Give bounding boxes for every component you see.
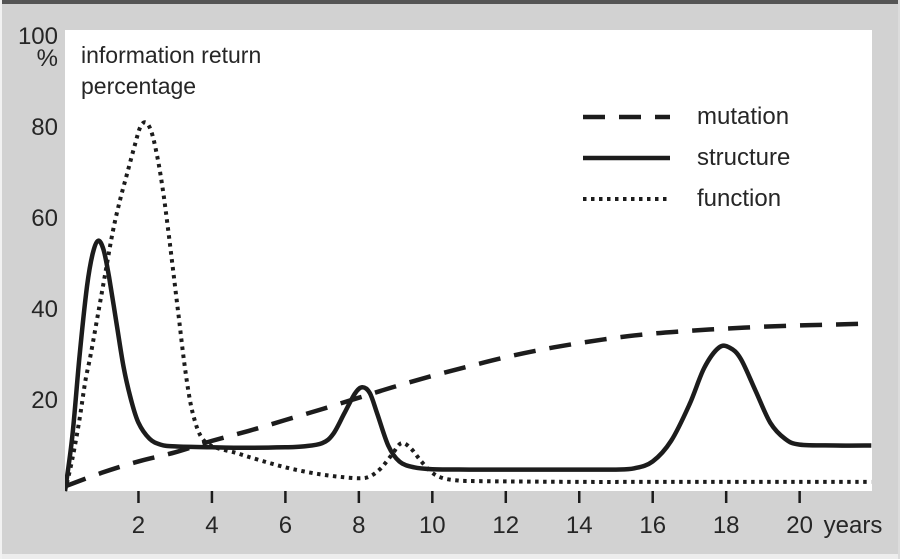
legend-label-function: function [697,185,782,212]
x-axis-tick-label: 16 [639,512,667,539]
x-axis-tick-label: 6 [278,512,293,539]
y-axis-unit-label: % [36,45,58,72]
y-axis-tick-label: 40 [31,296,58,323]
curve-mutation [65,321,872,489]
x-axis-tick-label: 20 [786,512,813,539]
x-axis-tick-label: 2 [131,512,146,539]
plot-area [65,30,872,491]
x-axis-tick-label: 14 [565,512,593,539]
x-axis-tick-label: 4 [205,512,219,539]
bottom-border [0,554,900,559]
y-axis-tick-label: 60 [31,205,58,232]
curve-function [65,120,872,492]
y-axis-tick-label: 80 [31,114,58,141]
x-axis-tick-label: 10 [418,512,446,539]
curve-structure [65,238,872,492]
x-axis-unit-label: years [823,512,883,539]
left-border [0,0,2,559]
x-axis-tick-label: 12 [492,512,520,539]
y-axis-tick-label: 20 [31,387,58,414]
right-border [898,0,900,559]
chart-title: information return percentage [81,42,262,99]
legend-label-structure: structure [697,144,791,171]
legend-label-mutation: mutation [697,103,790,130]
x-axis-tick-label: 8 [352,512,366,539]
top-border [0,0,900,4]
x-axis-tick-label: 18 [712,512,740,539]
y-axis-tick-label: 100 [17,23,58,50]
